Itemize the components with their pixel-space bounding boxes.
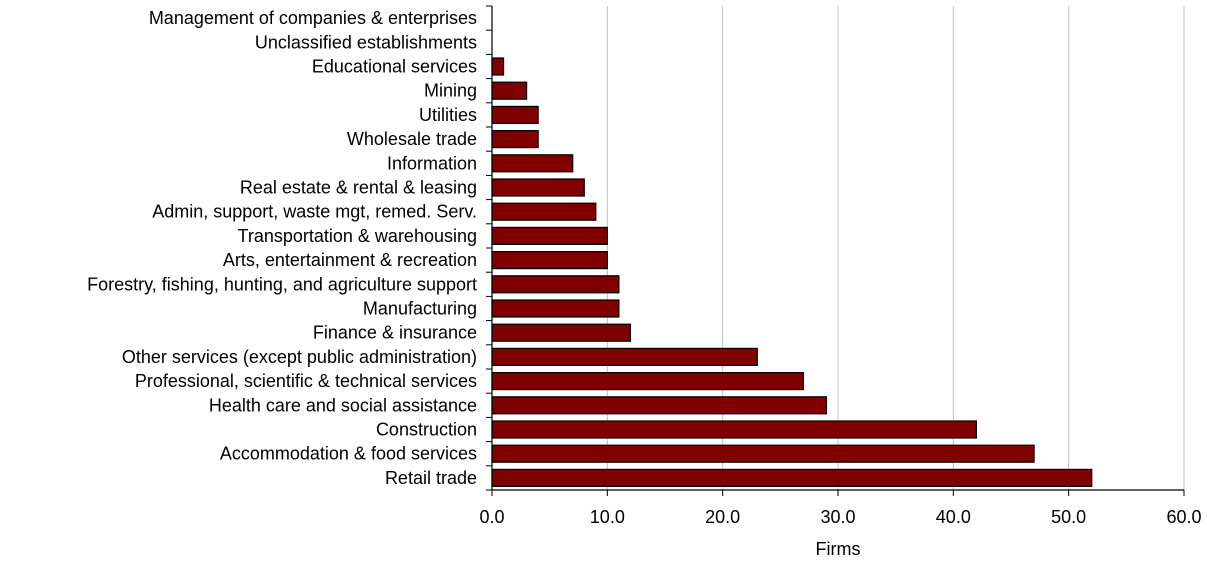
bar	[491, 226, 608, 245]
x-tick-label: 20.0	[705, 507, 740, 527]
bar	[491, 178, 585, 197]
category-labels: Management of companies & enterprises Unc…	[87, 8, 477, 488]
bar	[491, 396, 828, 415]
bar	[491, 154, 574, 173]
category-label: Wholesale trade	[347, 129, 477, 149]
category-label: Mining	[424, 81, 477, 101]
category-label: Utilities	[419, 105, 477, 125]
bar	[491, 81, 528, 100]
x-tick-label: 40.0	[936, 507, 971, 527]
category-label: Manufacturing	[363, 299, 477, 319]
category-label: Forestry, fishing, hunting, and agricult…	[87, 274, 477, 294]
category-label: Finance & insurance	[313, 323, 477, 343]
bar	[491, 420, 977, 439]
category-label: Real estate & rental & leasing	[240, 178, 477, 198]
bar	[491, 468, 1093, 487]
category-label: Accommodation & food services	[220, 444, 477, 464]
category-label: Educational services	[312, 57, 477, 77]
gridlines	[606, 6, 1185, 490]
x-tick-label: 60.0	[1166, 507, 1201, 527]
bars	[491, 57, 1093, 487]
x-tick-label: 30.0	[820, 507, 855, 527]
category-label: Transportation & warehousing	[238, 226, 477, 246]
category-label: Health care and social assistance	[209, 395, 477, 415]
category-label: Arts, entertainment & recreation	[223, 250, 477, 270]
bar	[491, 444, 1035, 463]
bar	[491, 299, 620, 318]
category-label: Other services (except public administra…	[122, 347, 477, 367]
category-label: Construction	[376, 420, 477, 440]
bar	[491, 347, 758, 366]
x-tick-label: 50.0	[1051, 507, 1086, 527]
category-label: Management of companies & enterprises	[149, 8, 477, 28]
x-axis-title: Firms	[816, 539, 861, 559]
bar	[491, 275, 620, 294]
bar	[491, 202, 597, 221]
bar	[491, 57, 505, 76]
bar	[491, 105, 539, 125]
category-label: Admin, support, waste mgt, remed. Serv.	[152, 202, 477, 222]
category-label: Information	[387, 153, 477, 173]
bar	[491, 251, 608, 270]
bar	[491, 130, 539, 149]
category-label: Unclassified establishments	[255, 32, 477, 52]
category-label: Retail trade	[385, 468, 477, 488]
axes	[486, 5, 1185, 496]
x-tick-label: 0.0	[479, 507, 504, 527]
category-label: Professional, scientific & technical ser…	[135, 371, 477, 391]
x-tick-labels: 0.0 10.0 20.0 30.0 40.0 50.0 60.0	[479, 507, 1201, 527]
bar	[491, 372, 804, 391]
bar	[491, 323, 631, 342]
x-tick-label: 10.0	[590, 507, 625, 527]
